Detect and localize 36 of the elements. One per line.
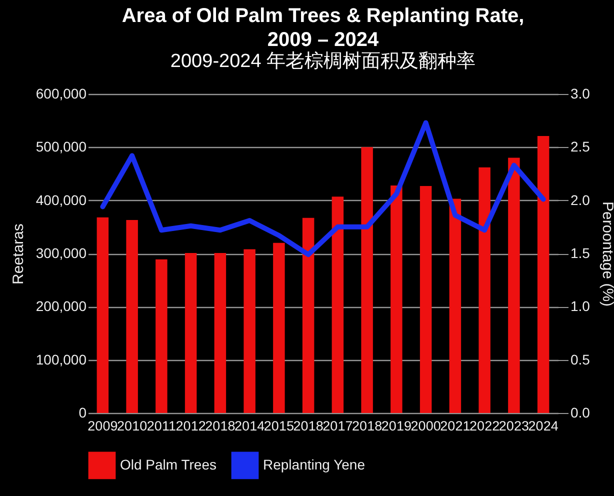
x-tick-label: 2015 [264,418,294,434]
x-tick-label: 2023 [498,418,529,434]
y2-tick-label: 0.0 [570,404,590,420]
x-tick-label: 2012 [176,418,206,434]
y2-tick-label: 2.0 [570,192,590,208]
x-tick-label: 2024 [528,418,559,434]
x-tick-label: 2011 [146,418,176,434]
y2-tick-label: 0.5 [570,351,590,368]
y2-axis-title: Peroontage (%) [598,201,614,307]
y-tick-label: 500,000 [36,138,87,155]
x-tick-label: 2014 [234,418,266,434]
legend-label: Replanting Yene [263,456,366,472]
x-tick-label: 2009 [88,418,118,434]
x-tick-label: 2018 [205,418,236,434]
y2-tick-label: 1.5 [570,245,590,261]
y-tick-label: 600,000 [36,86,87,102]
y-axis-title: Reetaras [10,224,27,284]
x-tick-label: 2017 [322,418,353,434]
x-tick-label: 2022 [470,418,500,434]
x-tick-label: 2021 [440,418,470,434]
x-tick-label: 2018 [352,418,382,434]
x-tick-label: 2019 [381,418,412,434]
x-tick-label: 2018 [293,418,324,434]
chart-title: Area of Old Palm Trees & Replanting Rate, 2009 – 2024 [122,5,524,51]
y-tick-label: 0 [78,404,87,420]
y-tick-label: 100,000 [36,351,87,368]
chart-subtitle: 2009-2024 年老棕椆树面积及翻种率 [170,50,476,72]
x-tick-label: 2000 [410,418,441,434]
y-tick-label: 300,000 [36,245,87,261]
y2-tick-label: 1.0 [570,298,590,314]
x-tick-label: 2010 [117,418,148,434]
y2-tick-label: 3.0 [570,86,590,102]
y-tick-label: 200,000 [36,298,87,314]
y-tick-label: 400,000 [36,192,87,208]
legend-label: Old Palm Trees [120,456,216,472]
y2-tick-label: 2.5 [570,138,590,155]
